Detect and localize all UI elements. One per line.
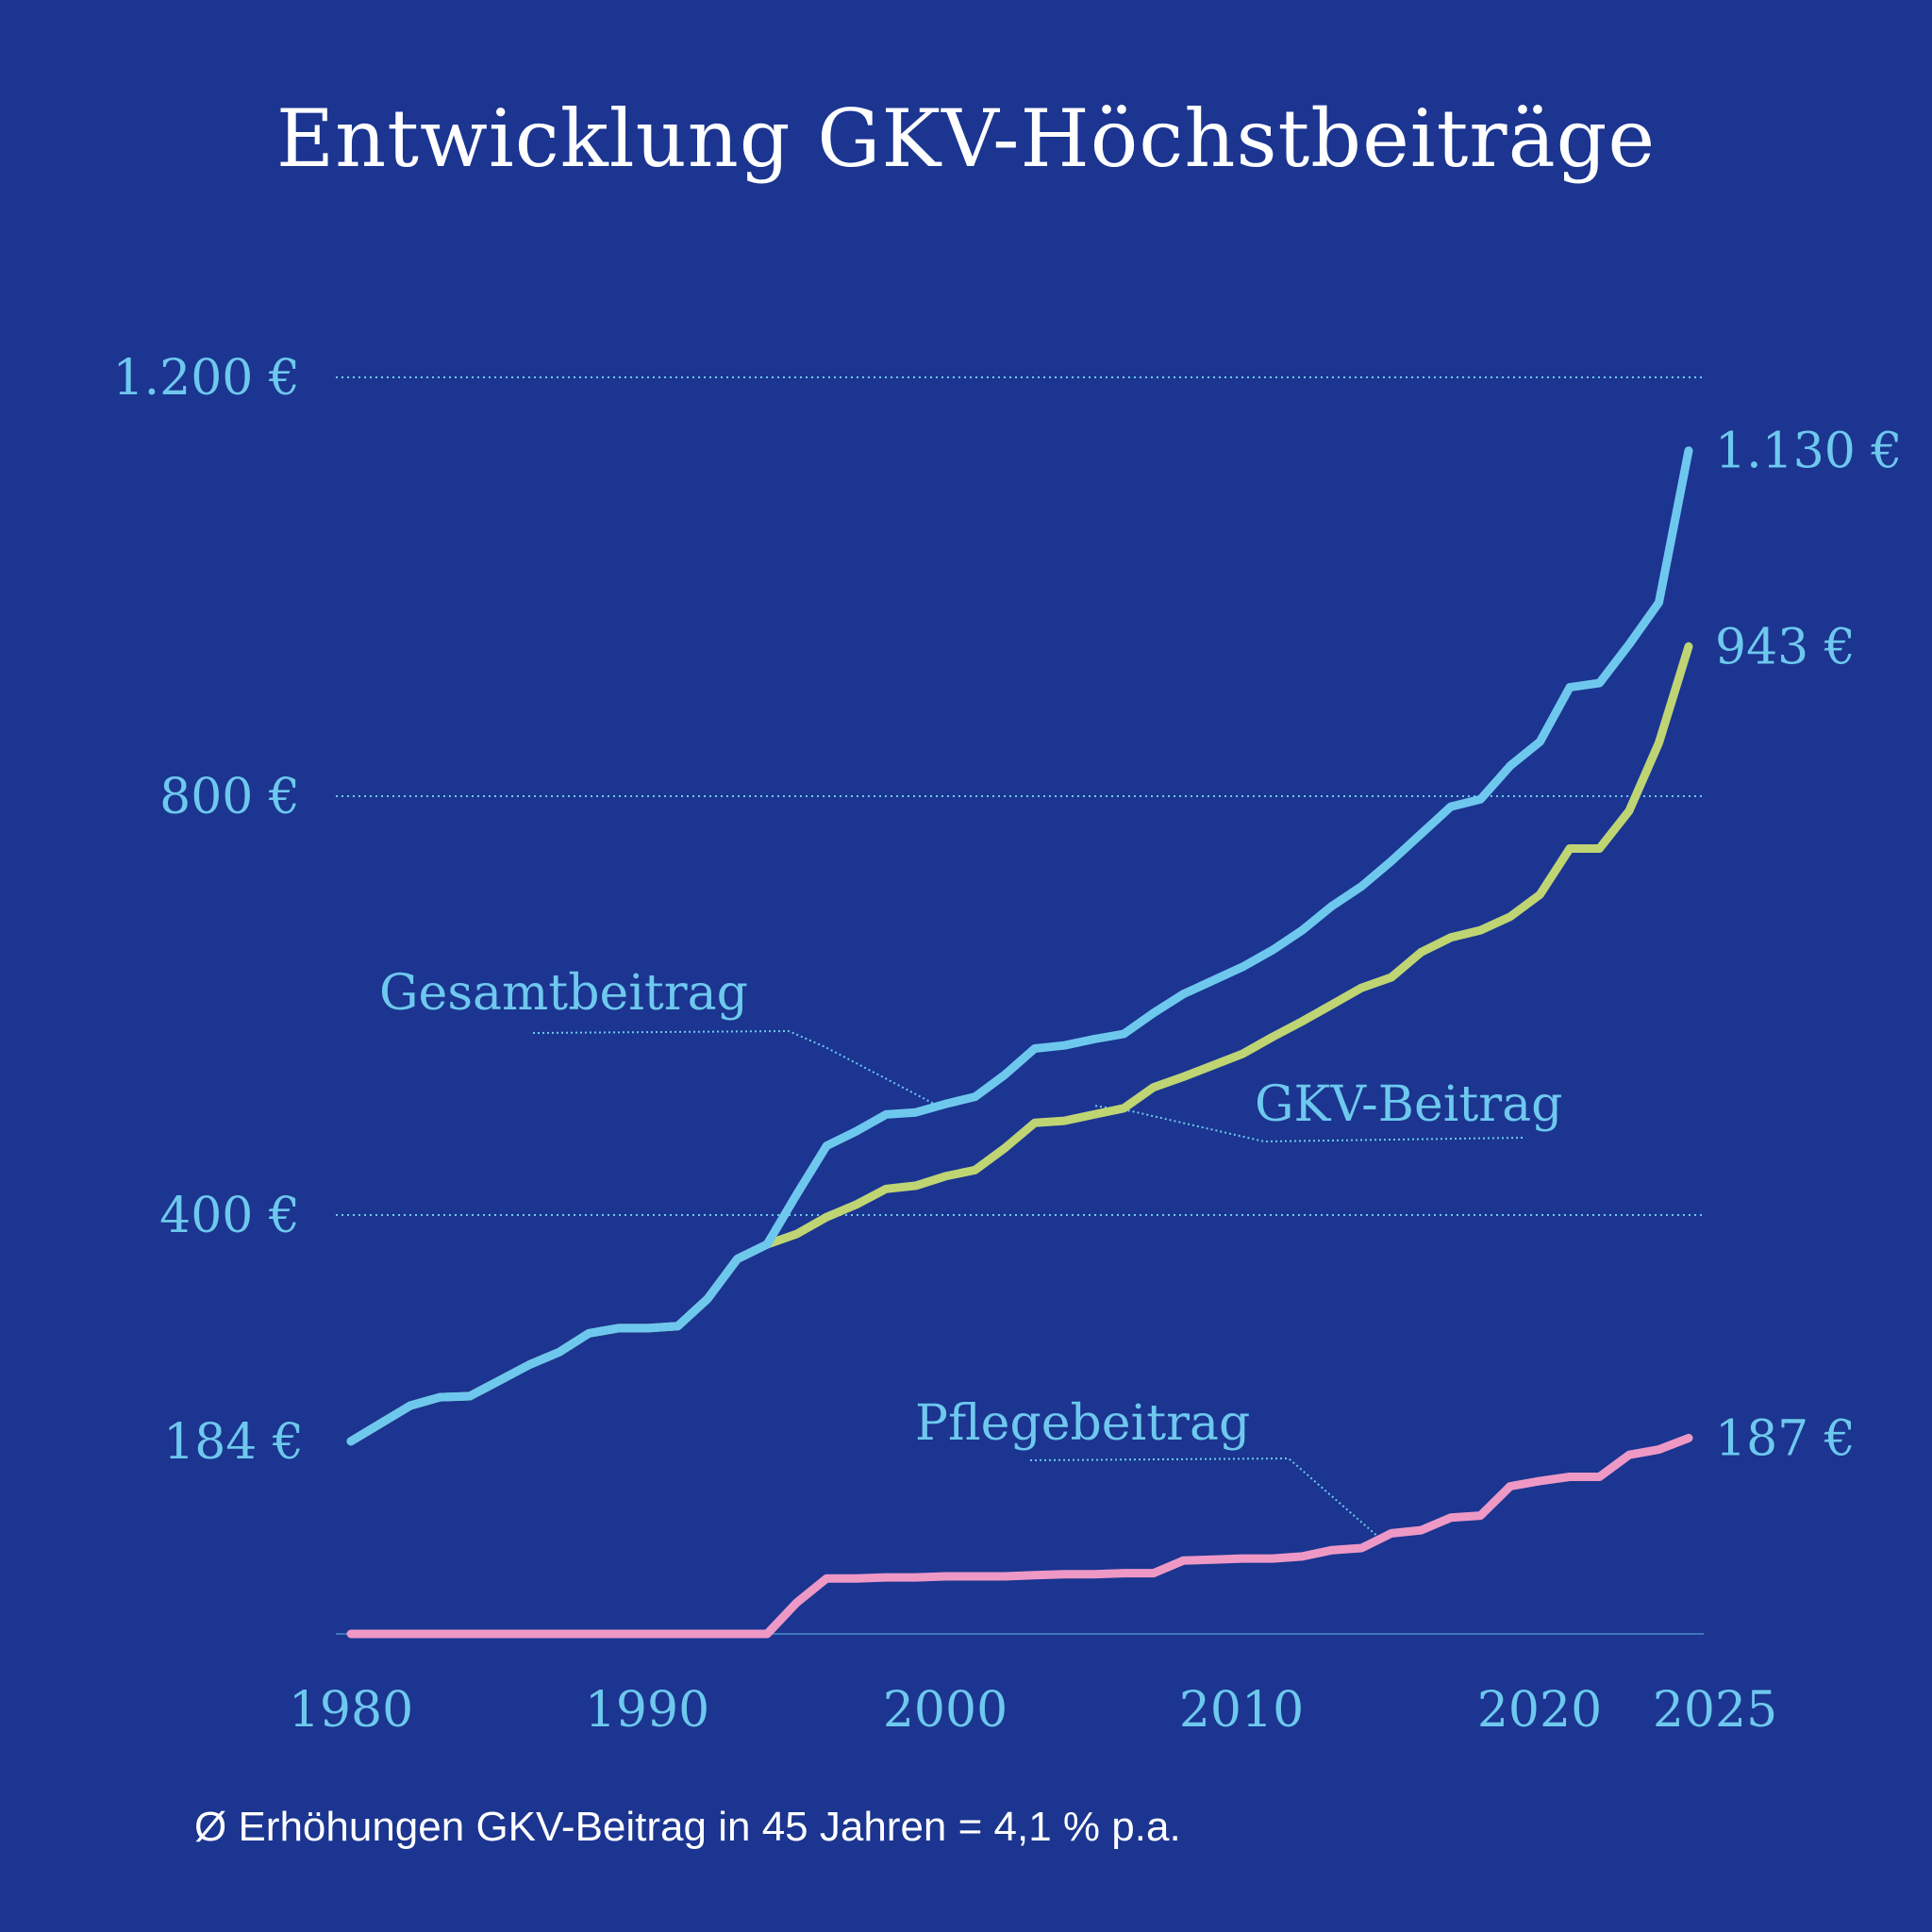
y-tick-label: 800 € — [159, 769, 300, 825]
chart-title: Entwicklung GKV-Höchstbeiträge — [275, 92, 1657, 185]
x-tick-label: 2025 — [1653, 1682, 1777, 1739]
end-value-label: 1.130 € — [1715, 424, 1902, 480]
x-tick-label: 2010 — [1179, 1682, 1304, 1739]
leader-pflegebeitrag — [1029, 1457, 1380, 1539]
x-tick-label: 1990 — [585, 1682, 709, 1739]
series-line-pflegebeitrag — [346, 1433, 1693, 1639]
series-label: Gesamtbeitrag — [379, 965, 748, 1022]
x-tick-label: 2020 — [1477, 1682, 1602, 1739]
y-tick-label: 400 € — [159, 1188, 300, 1244]
series-line-gesamtbeitrag — [346, 446, 1693, 1446]
series-line-gkv-beitrag — [346, 641, 1693, 1446]
x-tick-label: 2000 — [883, 1682, 1008, 1739]
end-value-label: 943 € — [1715, 619, 1856, 675]
end-value-label: 187 € — [1715, 1410, 1856, 1467]
x-tick-label: 1980 — [289, 1682, 413, 1739]
series-label: GKV-Beitrag — [1255, 1076, 1562, 1133]
y-start-label: 184 € — [163, 1414, 304, 1471]
y-tick-label: 1.200 € — [113, 350, 300, 407]
footnote: Ø Erhöhungen GKV-Beitrag in 45 Jahren = … — [194, 1804, 1181, 1850]
leader-gkv-beitrag — [1093, 1105, 1524, 1143]
leader-gesamtbeitrag — [532, 1029, 935, 1105]
series-label: Pflegebeitrag — [915, 1395, 1250, 1452]
